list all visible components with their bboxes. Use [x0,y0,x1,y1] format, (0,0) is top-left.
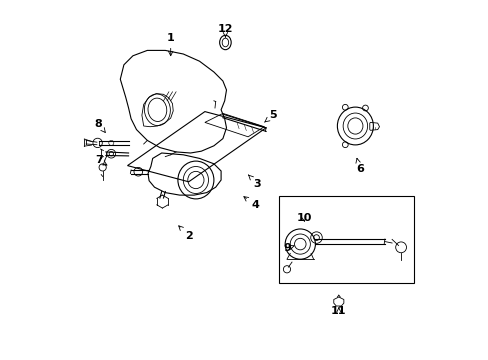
Text: 4: 4 [244,197,259,210]
Text: 5: 5 [264,110,277,122]
Text: 2: 2 [178,226,192,241]
Text: 8: 8 [95,119,105,132]
Bar [278,196,413,283]
Text: 6: 6 [355,158,363,174]
Text: 7: 7 [95,155,107,165]
Text: 10: 10 [296,213,311,223]
Text: 3: 3 [248,175,261,189]
Text: 11: 11 [330,306,346,316]
Text: 9: 9 [283,243,293,253]
Text: 1: 1 [166,33,174,56]
Text: 12: 12 [217,24,233,37]
